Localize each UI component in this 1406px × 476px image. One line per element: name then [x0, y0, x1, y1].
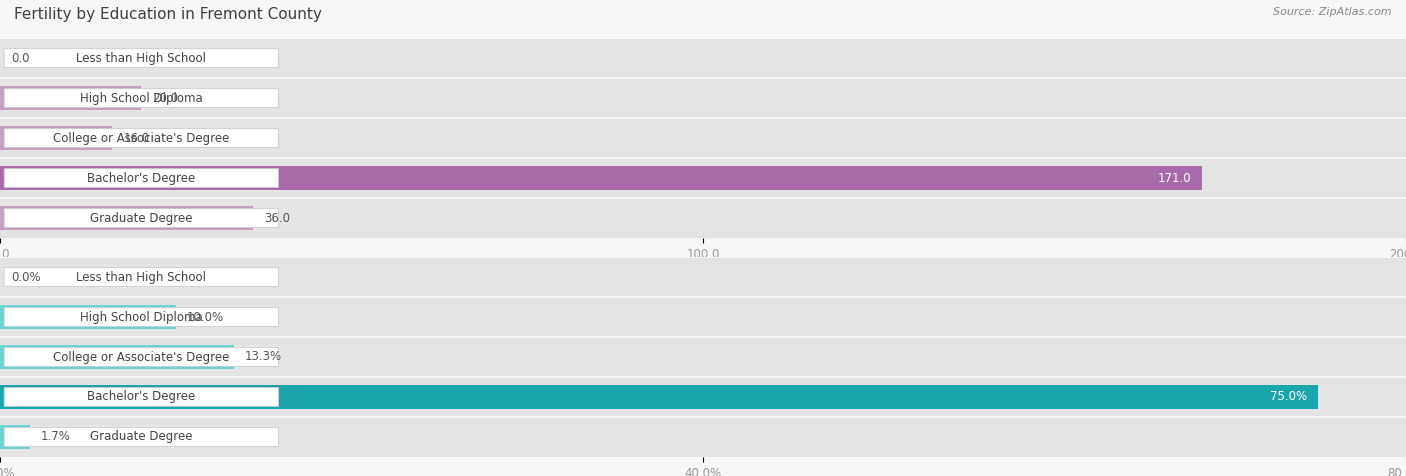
Text: Graduate Degree: Graduate Degree	[90, 430, 193, 444]
FancyBboxPatch shape	[4, 427, 278, 446]
Bar	[0, 158, 1406, 198]
Bar	[0, 78, 1406, 118]
FancyBboxPatch shape	[4, 129, 278, 148]
Bar	[0, 206, 253, 230]
Text: 10.0%: 10.0%	[187, 310, 224, 324]
Bar	[0, 337, 1406, 377]
FancyBboxPatch shape	[4, 387, 278, 407]
Text: Graduate Degree: Graduate Degree	[90, 211, 193, 225]
Text: Fertility by Education in Fremont County: Fertility by Education in Fremont County	[14, 7, 322, 22]
Text: Bachelor's Degree: Bachelor's Degree	[87, 171, 195, 185]
FancyBboxPatch shape	[4, 208, 278, 228]
Text: High School Diploma: High School Diploma	[80, 310, 202, 324]
Text: High School Diploma: High School Diploma	[80, 91, 202, 105]
Text: 75.0%: 75.0%	[1270, 390, 1308, 404]
Text: Source: ZipAtlas.com: Source: ZipAtlas.com	[1274, 7, 1392, 17]
FancyBboxPatch shape	[4, 307, 278, 327]
Bar	[0, 417, 1406, 457]
Bar	[0, 385, 1319, 409]
Text: 0.0%: 0.0%	[11, 270, 41, 284]
Bar	[0, 118, 1406, 158]
Text: 20.0: 20.0	[152, 91, 177, 105]
Text: College or Associate's Degree: College or Associate's Degree	[53, 131, 229, 145]
FancyBboxPatch shape	[4, 89, 278, 108]
Bar	[0, 297, 1406, 337]
Bar	[0, 425, 30, 449]
Text: 36.0: 36.0	[264, 211, 290, 225]
FancyBboxPatch shape	[4, 169, 278, 188]
Text: Less than High School: Less than High School	[76, 51, 207, 65]
Bar	[0, 257, 1406, 297]
Text: Bachelor's Degree: Bachelor's Degree	[87, 390, 195, 404]
FancyBboxPatch shape	[4, 347, 278, 367]
FancyBboxPatch shape	[4, 49, 278, 68]
Text: 16.0: 16.0	[124, 131, 150, 145]
Text: College or Associate's Degree: College or Associate's Degree	[53, 350, 229, 364]
Bar	[0, 166, 1202, 190]
Text: 1.7%: 1.7%	[41, 430, 70, 444]
Bar	[0, 86, 141, 110]
Bar	[0, 38, 1406, 78]
Text: 0.0: 0.0	[11, 51, 30, 65]
FancyBboxPatch shape	[4, 268, 278, 287]
Text: Less than High School: Less than High School	[76, 270, 207, 284]
Text: 13.3%: 13.3%	[245, 350, 283, 364]
Bar	[0, 126, 112, 150]
Bar	[0, 345, 233, 369]
Bar	[0, 198, 1406, 238]
Text: 171.0: 171.0	[1157, 171, 1191, 185]
Bar	[0, 305, 176, 329]
Bar	[0, 377, 1406, 417]
